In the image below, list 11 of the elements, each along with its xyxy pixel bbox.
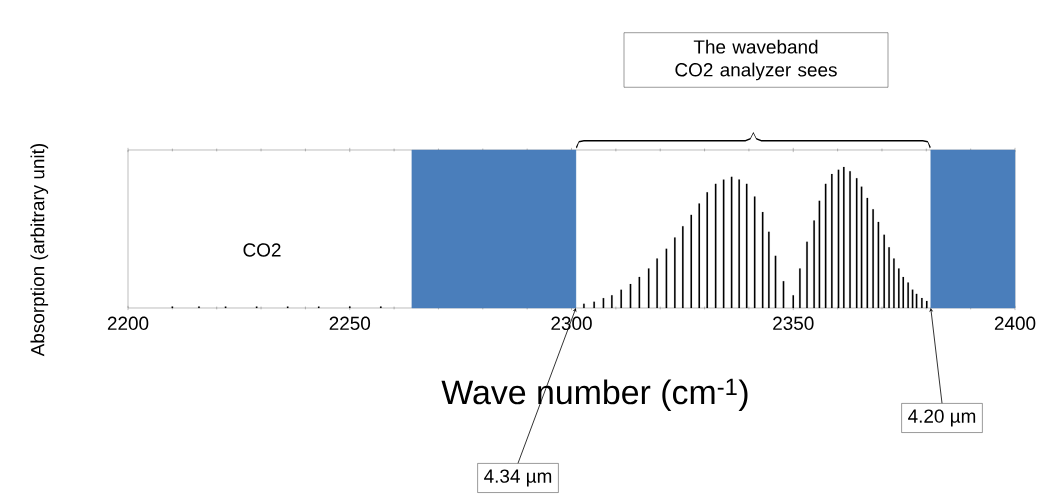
x-tick-label: 2200 [107, 316, 149, 331]
x-tick-label: 2300 [551, 316, 592, 331]
y-axis-title: Absorption (arbitrary unit) [30, 143, 49, 357]
x-axis-title: Wave number (cm$^{-1}$) [441, 378, 748, 412]
annotation: 4.20 µm [908, 409, 976, 427]
annotation: 4.34 µm [484, 469, 552, 487]
text: The waveband CO2 analyzer sees [675, 39, 837, 81]
x-tick-label: 2350 [773, 316, 814, 331]
x-tick-label: 2250 [329, 316, 371, 331]
annotation: CO2 [243, 243, 281, 257]
x-tick-label: 2400 [994, 316, 1036, 331]
